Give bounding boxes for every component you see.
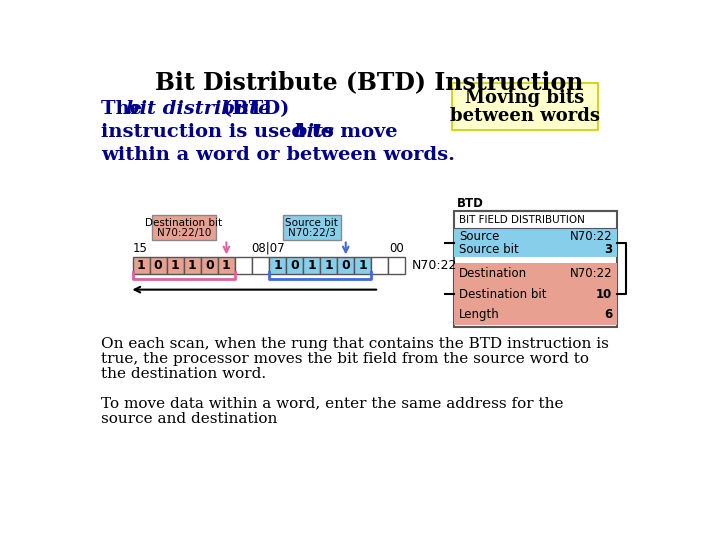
Text: N70:22: N70:22 [412,259,457,272]
Bar [354,257,372,274]
Text: Destination bit: Destination bit [459,288,546,301]
Text: Destination bit: Destination bit [145,218,222,228]
Bar [201,257,218,274]
Text: (BTD): (BTD) [215,100,289,118]
Bar [152,215,215,240]
Text: The: The [101,100,148,118]
Text: 1: 1 [137,259,145,272]
Text: source and destination: source and destination [101,412,277,426]
Bar [320,257,337,274]
Text: BTD: BTD [457,197,485,210]
Text: Bit Distribute (BTD) Instruction: Bit Distribute (BTD) Instruction [155,70,583,94]
Text: Destination: Destination [459,267,527,280]
Text: 1: 1 [273,259,282,272]
Text: 1: 1 [222,259,231,272]
Bar [167,257,184,274]
Text: 1: 1 [171,259,179,272]
Text: 0: 0 [290,259,299,272]
Bar [132,257,150,274]
Text: between words: between words [450,107,600,125]
Text: N70:22: N70:22 [570,230,612,243]
Bar [235,257,252,274]
Text: 1: 1 [359,259,367,272]
Text: 3: 3 [604,242,612,255]
Bar [150,257,167,274]
Text: To move data within a word, enter the same address for the: To move data within a word, enter the sa… [101,396,563,410]
Bar [454,264,617,325]
Text: N70:22/3: N70:22/3 [288,228,336,238]
Bar [252,257,269,274]
Text: 10: 10 [596,288,612,301]
Bar [454,211,617,327]
Text: true, the processor moves the bit field from the source word to: true, the processor moves the bit field … [101,352,589,366]
Bar [452,83,598,130]
Bar [286,257,303,274]
Text: within a word or between words.: within a word or between words. [101,146,455,164]
Text: N70:22/10: N70:22/10 [156,228,211,238]
Text: 08|07: 08|07 [251,242,285,255]
Bar [269,257,286,274]
Text: 1: 1 [307,259,316,272]
Text: Moving bits: Moving bits [465,89,585,107]
Bar [303,257,320,274]
Text: BIT FIELD DISTRIBUTION: BIT FIELD DISTRIBUTION [459,215,585,225]
Text: 6: 6 [604,308,612,321]
Text: N70:22: N70:22 [570,267,612,280]
Text: the destination word.: the destination word. [101,367,266,381]
Text: 15: 15 [132,242,148,255]
Text: Source bit: Source bit [459,242,518,255]
Text: 1: 1 [188,259,197,272]
Text: 00: 00 [389,242,404,255]
Text: Source: Source [459,230,499,243]
Text: 1: 1 [324,259,333,272]
Bar [218,257,235,274]
Text: 0: 0 [341,259,350,272]
Bar [388,257,405,274]
Bar [372,257,388,274]
Text: 0: 0 [205,259,214,272]
Text: instruction is used to move: instruction is used to move [101,123,404,141]
Bar [337,257,354,274]
Text: Source bit: Source bit [285,218,338,228]
Bar [184,257,201,274]
Text: bit distribute: bit distribute [126,100,270,118]
Text: bits: bits [293,123,334,141]
Text: Length: Length [459,308,500,321]
Text: On each scan, when the rung that contains the BTD instruction is: On each scan, when the rung that contain… [101,336,608,350]
Bar [454,228,617,257]
Text: 0: 0 [154,259,163,272]
Bar [282,215,341,240]
